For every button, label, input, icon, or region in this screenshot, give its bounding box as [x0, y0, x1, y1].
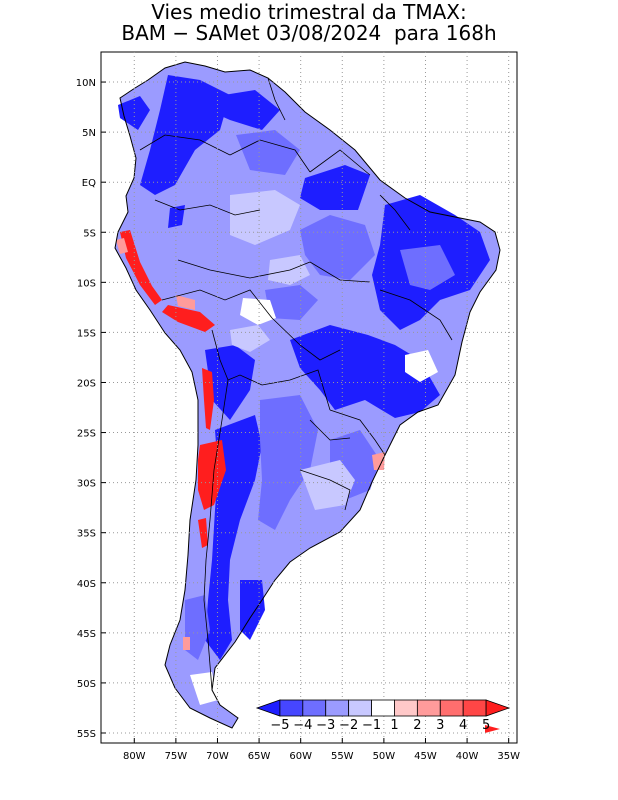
colorbar-swatch	[439, 699, 464, 717]
lon-tick-label: 70W	[206, 751, 229, 762]
colorbar-swatch	[462, 699, 487, 717]
lat-tick-label: 25S	[77, 429, 96, 440]
lat-tick-label: 35S	[77, 529, 96, 540]
latitude-axis: 10N 5N EQ 5S 10S 15S 20S 25S 30S 35S 40S 45S 50S 55S	[76, 78, 106, 740]
lat-tick-label: 5N	[82, 128, 96, 139]
lon-tick-label: 35W	[497, 751, 520, 762]
positive-bias-andes	[120, 230, 500, 733]
lat-tick-label: 20S	[77, 378, 96, 389]
colorbar-label: −2	[339, 718, 358, 733]
colorbar-swatch	[485, 699, 511, 717]
near-zero-bias	[190, 298, 438, 705]
colorbar-swatch	[416, 699, 441, 717]
lon-tick-label: 55W	[331, 751, 354, 762]
lat-tick-label: 5S	[83, 228, 96, 239]
colorbar-swatch	[371, 699, 395, 717]
lon-tick-label: 80W	[123, 751, 146, 762]
moderate-negative-bias	[185, 130, 455, 660]
country-borders	[139, 77, 453, 691]
colorbar-swatch	[394, 699, 418, 717]
colorbar-label: 2	[413, 718, 421, 733]
lat-tick-label: 45S	[77, 629, 96, 640]
colorbar-swatch	[348, 699, 372, 717]
lat-tick-label: 40S	[77, 579, 96, 590]
colorbar-label: −4	[293, 718, 312, 733]
longitude-axis: 80W 75W 70W 65W 60W 55W 50W 45W 40W 35W	[123, 738, 520, 762]
colorbar-swatch	[279, 699, 304, 717]
title-line-2: BAM − SAMet 03/08/2024 para 168h	[121, 21, 497, 45]
colorbar-swatch	[325, 699, 350, 717]
colorbar-label: −1	[362, 718, 381, 733]
lon-tick-label: 65W	[248, 751, 271, 762]
title-line-1: Vies medio trimestral da TMAX:	[151, 0, 467, 24]
lat-tick-label: 10N	[76, 78, 96, 89]
weak-negative-bias	[230, 190, 355, 510]
colorbar: −5 −4 −3 −2 −1 1 2 3 4 5	[255, 699, 511, 733]
lat-tick-label: EQ	[82, 178, 96, 189]
lon-tick-label: 50W	[373, 751, 396, 762]
lat-tick-label: 10S	[77, 278, 96, 289]
colorbar-swatch	[302, 699, 327, 717]
lat-tick-label: 50S	[77, 679, 96, 690]
colorbar-label: −3	[316, 718, 335, 733]
colorbar-label: 5	[482, 718, 490, 733]
lat-tick-label: 30S	[77, 479, 96, 490]
positive-bias-light	[116, 238, 385, 650]
map-title: Vies medio trimestral da TMAX: BAM − SAM…	[0, 2, 618, 44]
lon-tick-label: 40W	[456, 751, 479, 762]
lon-tick-label: 75W	[165, 751, 188, 762]
lat-tick-label: 55S	[77, 729, 96, 740]
strong-negative-bias	[118, 75, 490, 660]
lon-tick-label: 60W	[289, 751, 312, 762]
colorbar-label: −5	[270, 718, 289, 733]
lat-tick-label: 15S	[77, 328, 96, 339]
colorbar-label: 4	[459, 718, 467, 733]
grid-lines	[101, 52, 517, 743]
colorbar-label: 3	[436, 718, 444, 733]
lon-tick-label: 45W	[414, 751, 437, 762]
colorbar-label: 1	[390, 718, 398, 733]
